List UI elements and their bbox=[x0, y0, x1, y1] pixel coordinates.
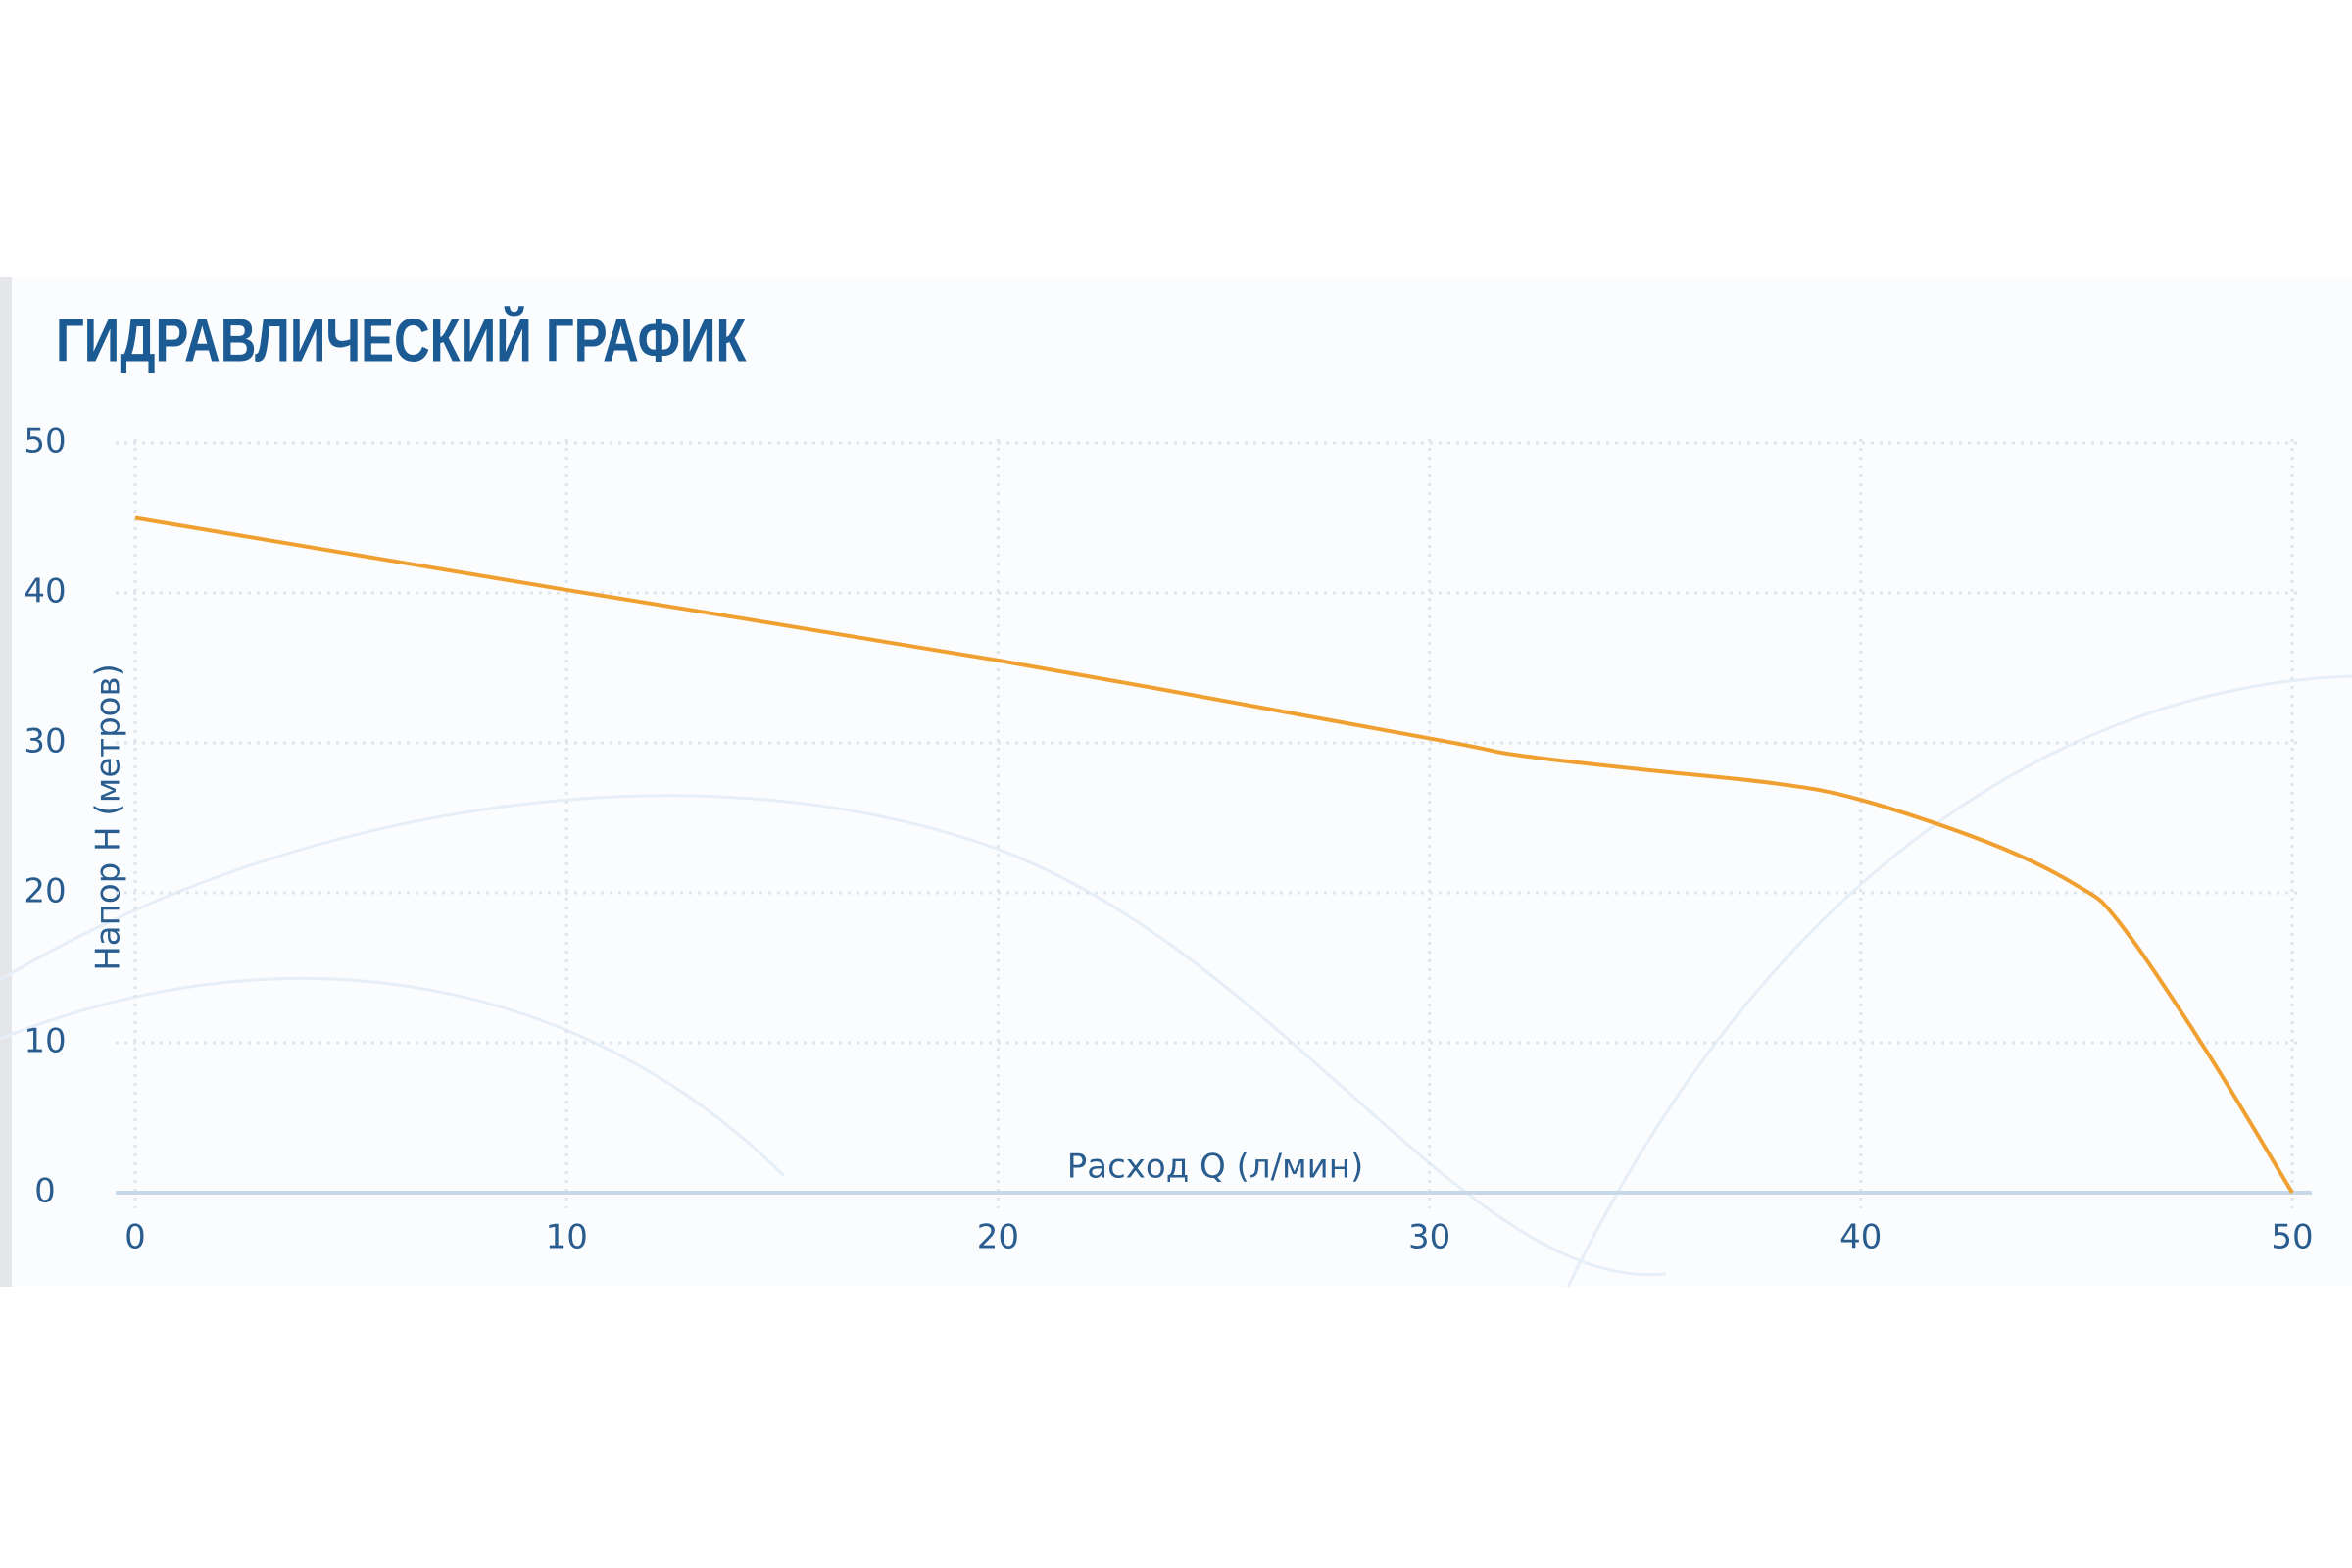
y-tick-label: 10 bbox=[24, 1022, 66, 1061]
y-tick-label: 20 bbox=[24, 872, 66, 911]
chart-panel bbox=[0, 277, 2352, 1287]
y-tick-label: 0 bbox=[34, 1172, 56, 1211]
wave bbox=[0, 976, 786, 1178]
y-tick-label: 50 bbox=[24, 422, 66, 462]
x-tick-label: 10 bbox=[546, 1218, 588, 1257]
x-tick-label: 50 bbox=[2271, 1218, 2313, 1257]
wave bbox=[1566, 674, 2352, 1288]
x-tick-label: 40 bbox=[1839, 1218, 1882, 1257]
x-tick-label: 30 bbox=[1408, 1218, 1450, 1257]
y-tick-label: 40 bbox=[24, 572, 66, 612]
x-tick-label: 0 bbox=[124, 1218, 146, 1257]
y-axis-label: Напор H (метров) bbox=[89, 663, 128, 971]
x-axis-label: Расход Q (л/мин) bbox=[1067, 1148, 1364, 1187]
data-line bbox=[134, 515, 2294, 1195]
chart-title: ГИДРАВЛИЧЕСКИЙ ГРАФИК bbox=[56, 306, 747, 375]
left-strip bbox=[0, 277, 12, 1287]
x-tick-label: 20 bbox=[977, 1218, 1019, 1257]
y-tick-label: 30 bbox=[24, 722, 66, 761]
